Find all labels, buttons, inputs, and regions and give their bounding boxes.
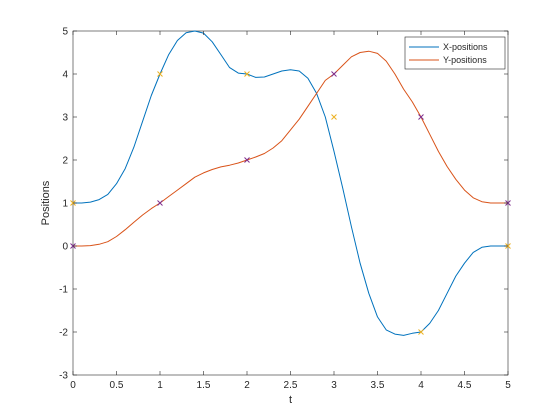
x-tick-label: 3 (331, 380, 337, 391)
x-tick-label: 2 (244, 380, 250, 391)
y-tick-label: 2 (62, 156, 68, 167)
data-marker-10 (331, 71, 337, 77)
data-marker-2 (157, 71, 163, 77)
x-tick-label: 0.5 (110, 380, 124, 391)
x-tick-label: 5 (505, 380, 511, 391)
y-tick-label: -2 (59, 328, 68, 339)
x-tick-label: 1.5 (197, 380, 211, 391)
legend-box (404, 36, 506, 70)
legend-entry-2: Y-positions (443, 55, 487, 65)
plot-box (72, 30, 509, 376)
data-marker-5 (418, 329, 424, 335)
series-layer (73, 30, 508, 336)
x-axis-label: t (289, 394, 292, 406)
axes-layer: 0 0.5 1 1.5 2 2.5 3 3.5 4 4.5 5 -3 -2 -1 0 1 2 3 4 5 (59, 27, 511, 392)
x-tick-label: 4.5 (458, 380, 472, 391)
y-tick-label: 5 (62, 27, 68, 38)
y-tick-label: -1 (59, 285, 68, 296)
y-tick-label: -3 (59, 371, 68, 382)
data-marker-4 (331, 114, 337, 120)
y-axis-label: Positions (40, 180, 52, 225)
data-marker-3 (244, 71, 250, 77)
legend: X-positions Y-positions (404, 36, 506, 70)
x-tick-label: 4 (418, 380, 424, 391)
y-tick-label: 0 (62, 242, 68, 253)
y-tick-label: 3 (62, 113, 68, 124)
legend-entry-1: X-positions (443, 42, 488, 52)
series-line-2 (73, 50, 508, 247)
x-tick-label: 3.5 (371, 380, 385, 391)
series-line-1 (73, 30, 508, 336)
y-tick-label: 1 (62, 199, 68, 210)
x-tick-label: 1 (157, 380, 163, 391)
data-marker-8 (157, 200, 163, 206)
x-tick-label: 0 (70, 380, 76, 391)
data-marker-9 (244, 157, 250, 163)
y-tick-label: 4 (62, 70, 68, 81)
x-tick-label: 2.5 (284, 380, 298, 391)
data-marker-11 (418, 114, 424, 120)
plot-area (72, 30, 509, 376)
